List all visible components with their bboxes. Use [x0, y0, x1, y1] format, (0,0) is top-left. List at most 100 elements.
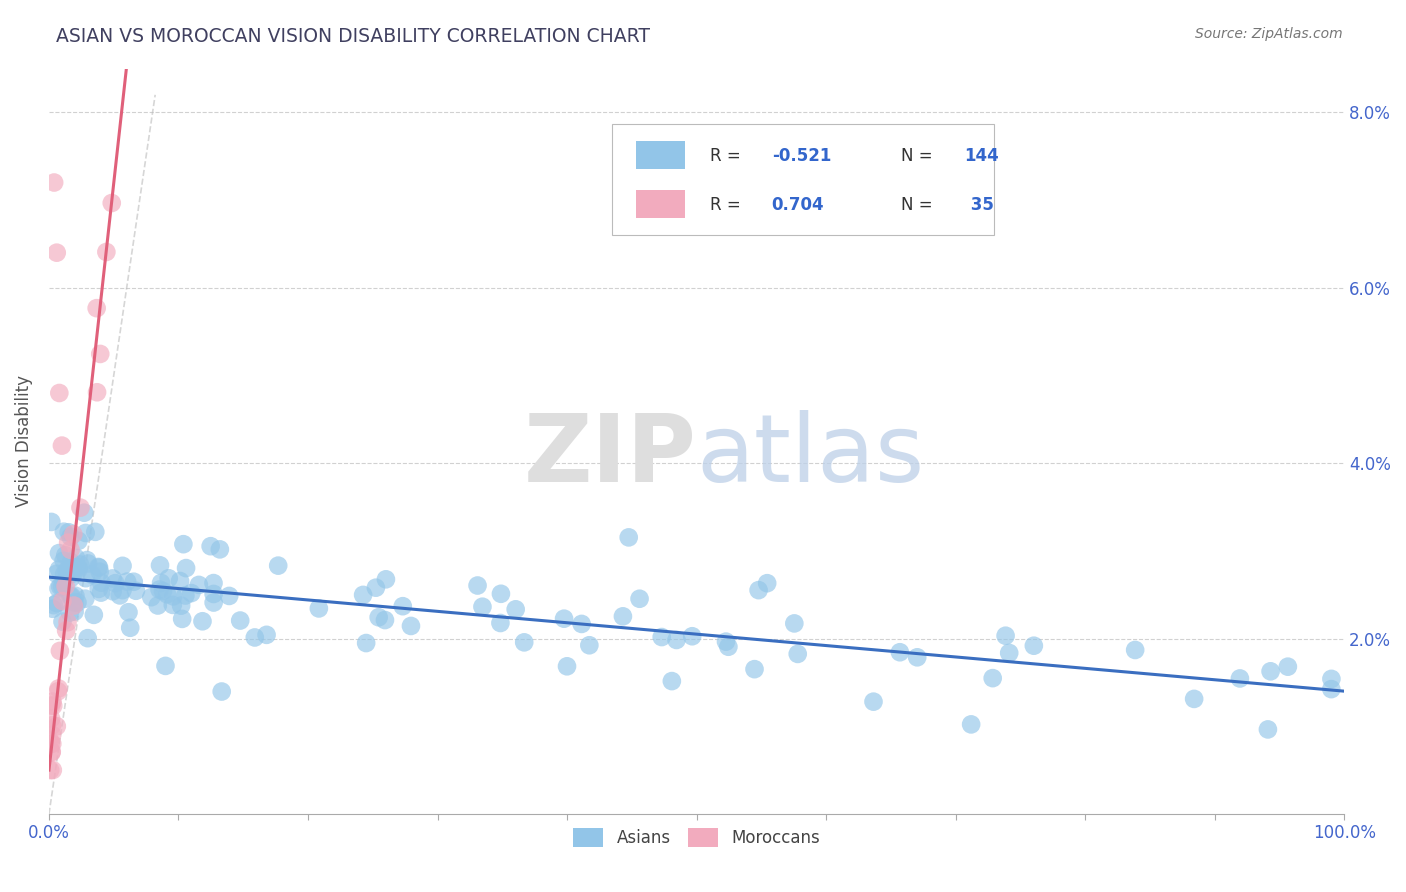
- Point: [52, 575, 75, 590]
- Bar: [636, 141, 685, 169]
- Point: [41, 695, 63, 709]
- Point: [172, 612, 194, 626]
- Point: [146, 599, 169, 613]
- Point: [45, 245, 67, 260]
- Point: [44, 176, 66, 190]
- Point: [90, 585, 112, 599]
- Point: [714, 634, 737, 648]
- Text: R =: R =: [710, 146, 745, 165]
- Point: [59, 606, 82, 620]
- Point: [170, 599, 193, 613]
- Point: [73, 506, 96, 520]
- Point: [489, 615, 512, 630]
- Point: [374, 613, 396, 627]
- Legend: Asians, Moroccans: Asians, Moroccans: [567, 822, 827, 854]
- Point: [889, 645, 911, 659]
- Point: [665, 632, 688, 647]
- Point: [75, 526, 97, 541]
- Point: [75, 591, 97, 606]
- Point: [1229, 672, 1251, 686]
- Point: [1320, 682, 1343, 697]
- Point: [51, 580, 73, 594]
- Point: [243, 631, 266, 645]
- Point: [169, 574, 191, 588]
- Point: [960, 717, 983, 731]
- Point: [48, 681, 70, 696]
- Text: N =: N =: [901, 146, 938, 165]
- Point: [148, 582, 170, 597]
- Point: [66, 595, 89, 609]
- Point: [51, 439, 73, 453]
- Point: [83, 607, 105, 622]
- Point: [52, 524, 75, 539]
- Point: [364, 581, 387, 595]
- Text: N =: N =: [901, 196, 938, 214]
- Point: [111, 583, 134, 598]
- Point: [46, 684, 69, 698]
- Point: [651, 630, 673, 644]
- Point: [60, 566, 83, 581]
- Point: [744, 662, 766, 676]
- Point: [513, 635, 536, 649]
- Point: [108, 588, 131, 602]
- Point: [48, 562, 70, 576]
- Point: [1022, 639, 1045, 653]
- Point: [59, 530, 82, 544]
- Point: [59, 542, 82, 557]
- Point: [187, 578, 209, 592]
- Point: [578, 638, 600, 652]
- Point: [905, 650, 928, 665]
- Point: [202, 587, 225, 601]
- Point: [117, 605, 139, 619]
- Point: [174, 561, 197, 575]
- Point: [90, 575, 112, 590]
- Point: [49, 644, 72, 658]
- Point: [208, 542, 231, 557]
- Point: [141, 590, 163, 604]
- Bar: [636, 190, 685, 219]
- Point: [41, 737, 63, 751]
- Point: [756, 576, 779, 591]
- Point: [60, 560, 83, 574]
- Text: 0.704: 0.704: [772, 196, 824, 214]
- Point: [111, 558, 134, 573]
- Point: [48, 546, 70, 560]
- Point: [156, 587, 179, 601]
- Point: [120, 621, 142, 635]
- Point: [87, 582, 110, 596]
- Point: [69, 500, 91, 515]
- Point: [86, 385, 108, 400]
- Point: [59, 555, 82, 569]
- Text: ZIP: ZIP: [523, 410, 696, 502]
- Text: -0.521: -0.521: [772, 146, 831, 165]
- Point: [352, 588, 374, 602]
- Point: [42, 598, 65, 612]
- Point: [45, 719, 67, 733]
- Point: [100, 196, 122, 211]
- Point: [125, 583, 148, 598]
- Point: [58, 525, 80, 540]
- Point: [862, 695, 884, 709]
- Point: [267, 558, 290, 573]
- Point: [191, 614, 214, 628]
- Point: [45, 596, 67, 610]
- Point: [48, 386, 70, 401]
- Point: [157, 571, 180, 585]
- Point: [998, 646, 1021, 660]
- Point: [41, 728, 63, 742]
- Point: [39, 763, 62, 777]
- Point: [1123, 643, 1146, 657]
- Point: [41, 746, 63, 760]
- Point: [42, 763, 65, 777]
- Point: [59, 571, 82, 585]
- Point: [174, 589, 197, 603]
- Point: [229, 614, 252, 628]
- Point: [53, 548, 76, 562]
- Point: [87, 560, 110, 574]
- Point: [41, 745, 63, 759]
- Point: [180, 586, 202, 600]
- Point: [152, 584, 174, 599]
- Point: [56, 615, 79, 630]
- Point: [256, 628, 278, 642]
- Point: [39, 737, 62, 751]
